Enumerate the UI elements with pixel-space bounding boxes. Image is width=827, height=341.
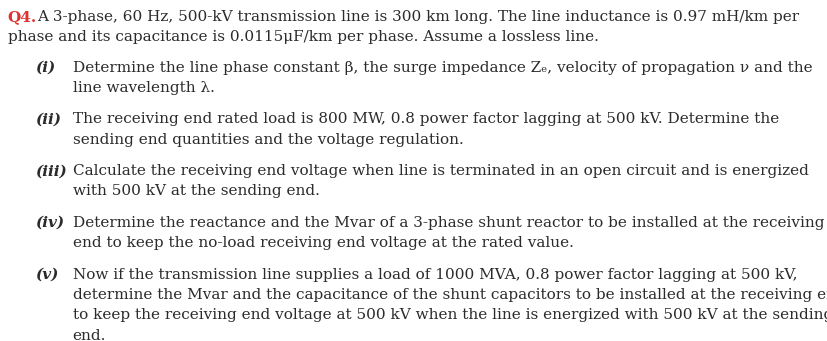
- Text: sending end quantities and the voltage regulation.: sending end quantities and the voltage r…: [73, 133, 463, 147]
- Text: (v): (v): [36, 268, 59, 282]
- Text: Calculate the receiving end voltage when line is terminated in an open circuit a: Calculate the receiving end voltage when…: [73, 164, 808, 178]
- Text: Determine the reactance and the Mvar of a 3-phase shunt reactor to be installed : Determine the reactance and the Mvar of …: [73, 216, 823, 230]
- Text: (iii): (iii): [36, 164, 67, 178]
- Text: A 3-phase, 60 Hz, 500-kV transmission line is 300 km long. The line inductance i: A 3-phase, 60 Hz, 500-kV transmission li…: [37, 10, 799, 24]
- Text: Q4.: Q4.: [7, 10, 36, 24]
- Text: Determine the line phase constant β, the surge impedance Zₑ, velocity of propaga: Determine the line phase constant β, the…: [73, 61, 811, 75]
- Text: (ii): (ii): [36, 113, 61, 127]
- Text: Now if the transmission line supplies a load of 1000 MVA, 0.8 power factor laggi: Now if the transmission line supplies a …: [73, 268, 796, 282]
- Text: (i): (i): [36, 61, 55, 75]
- Text: The receiving end rated load is 800 MW, 0.8 power factor lagging at 500 kV. Dete: The receiving end rated load is 800 MW, …: [73, 113, 778, 127]
- Text: line wavelength λ.: line wavelength λ.: [73, 81, 214, 95]
- Text: end.: end.: [73, 329, 106, 341]
- Text: determine the Mvar and the capacitance of the shunt capacitors to be installed a: determine the Mvar and the capacitance o…: [73, 288, 827, 302]
- Text: to keep the receiving end voltage at 500 kV when the line is energized with 500 : to keep the receiving end voltage at 500…: [73, 308, 827, 323]
- Text: with 500 kV at the sending end.: with 500 kV at the sending end.: [73, 184, 319, 198]
- Text: end to keep the no-load receiving end voltage at the rated value.: end to keep the no-load receiving end vo…: [73, 236, 573, 250]
- Text: (iv): (iv): [36, 216, 65, 230]
- Text: phase and its capacitance is 0.0115μF/km per phase. Assume a lossless line.: phase and its capacitance is 0.0115μF/km…: [7, 30, 598, 44]
